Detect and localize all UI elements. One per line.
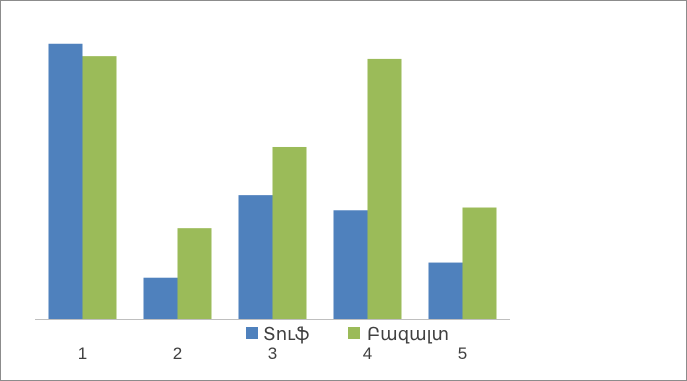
bar-series2-cat3 <box>272 146 307 319</box>
bar-series2-cat4 <box>367 58 402 320</box>
bar-series2-cat5 <box>462 207 497 319</box>
x-tick-label: 5 <box>458 344 467 363</box>
legend-swatch <box>348 327 360 339</box>
bar-series2-cat1 <box>82 56 117 320</box>
legend: Տուֆ Բազալտ <box>246 324 449 345</box>
legend-label: Տուֆ <box>263 324 309 345</box>
x-tick-label: 3 <box>268 344 277 363</box>
bar-series2-cat2 <box>177 228 212 319</box>
bar-series1-cat3 <box>238 195 273 319</box>
x-tick-label: 2 <box>173 344 182 363</box>
legend-label: Բազալտ <box>367 324 449 345</box>
bar-series1-cat2 <box>143 277 178 319</box>
legend-swatch <box>246 327 258 339</box>
x-tick-label: 4 <box>363 344 372 363</box>
bars <box>48 43 497 320</box>
x-tick-labels: 1 2 3 4 5 <box>78 344 467 363</box>
bar-series1-cat1 <box>48 43 83 320</box>
x-tick-label: 1 <box>78 344 87 363</box>
bar-series1-cat5 <box>428 262 463 319</box>
bar-series1-cat4 <box>333 210 368 319</box>
